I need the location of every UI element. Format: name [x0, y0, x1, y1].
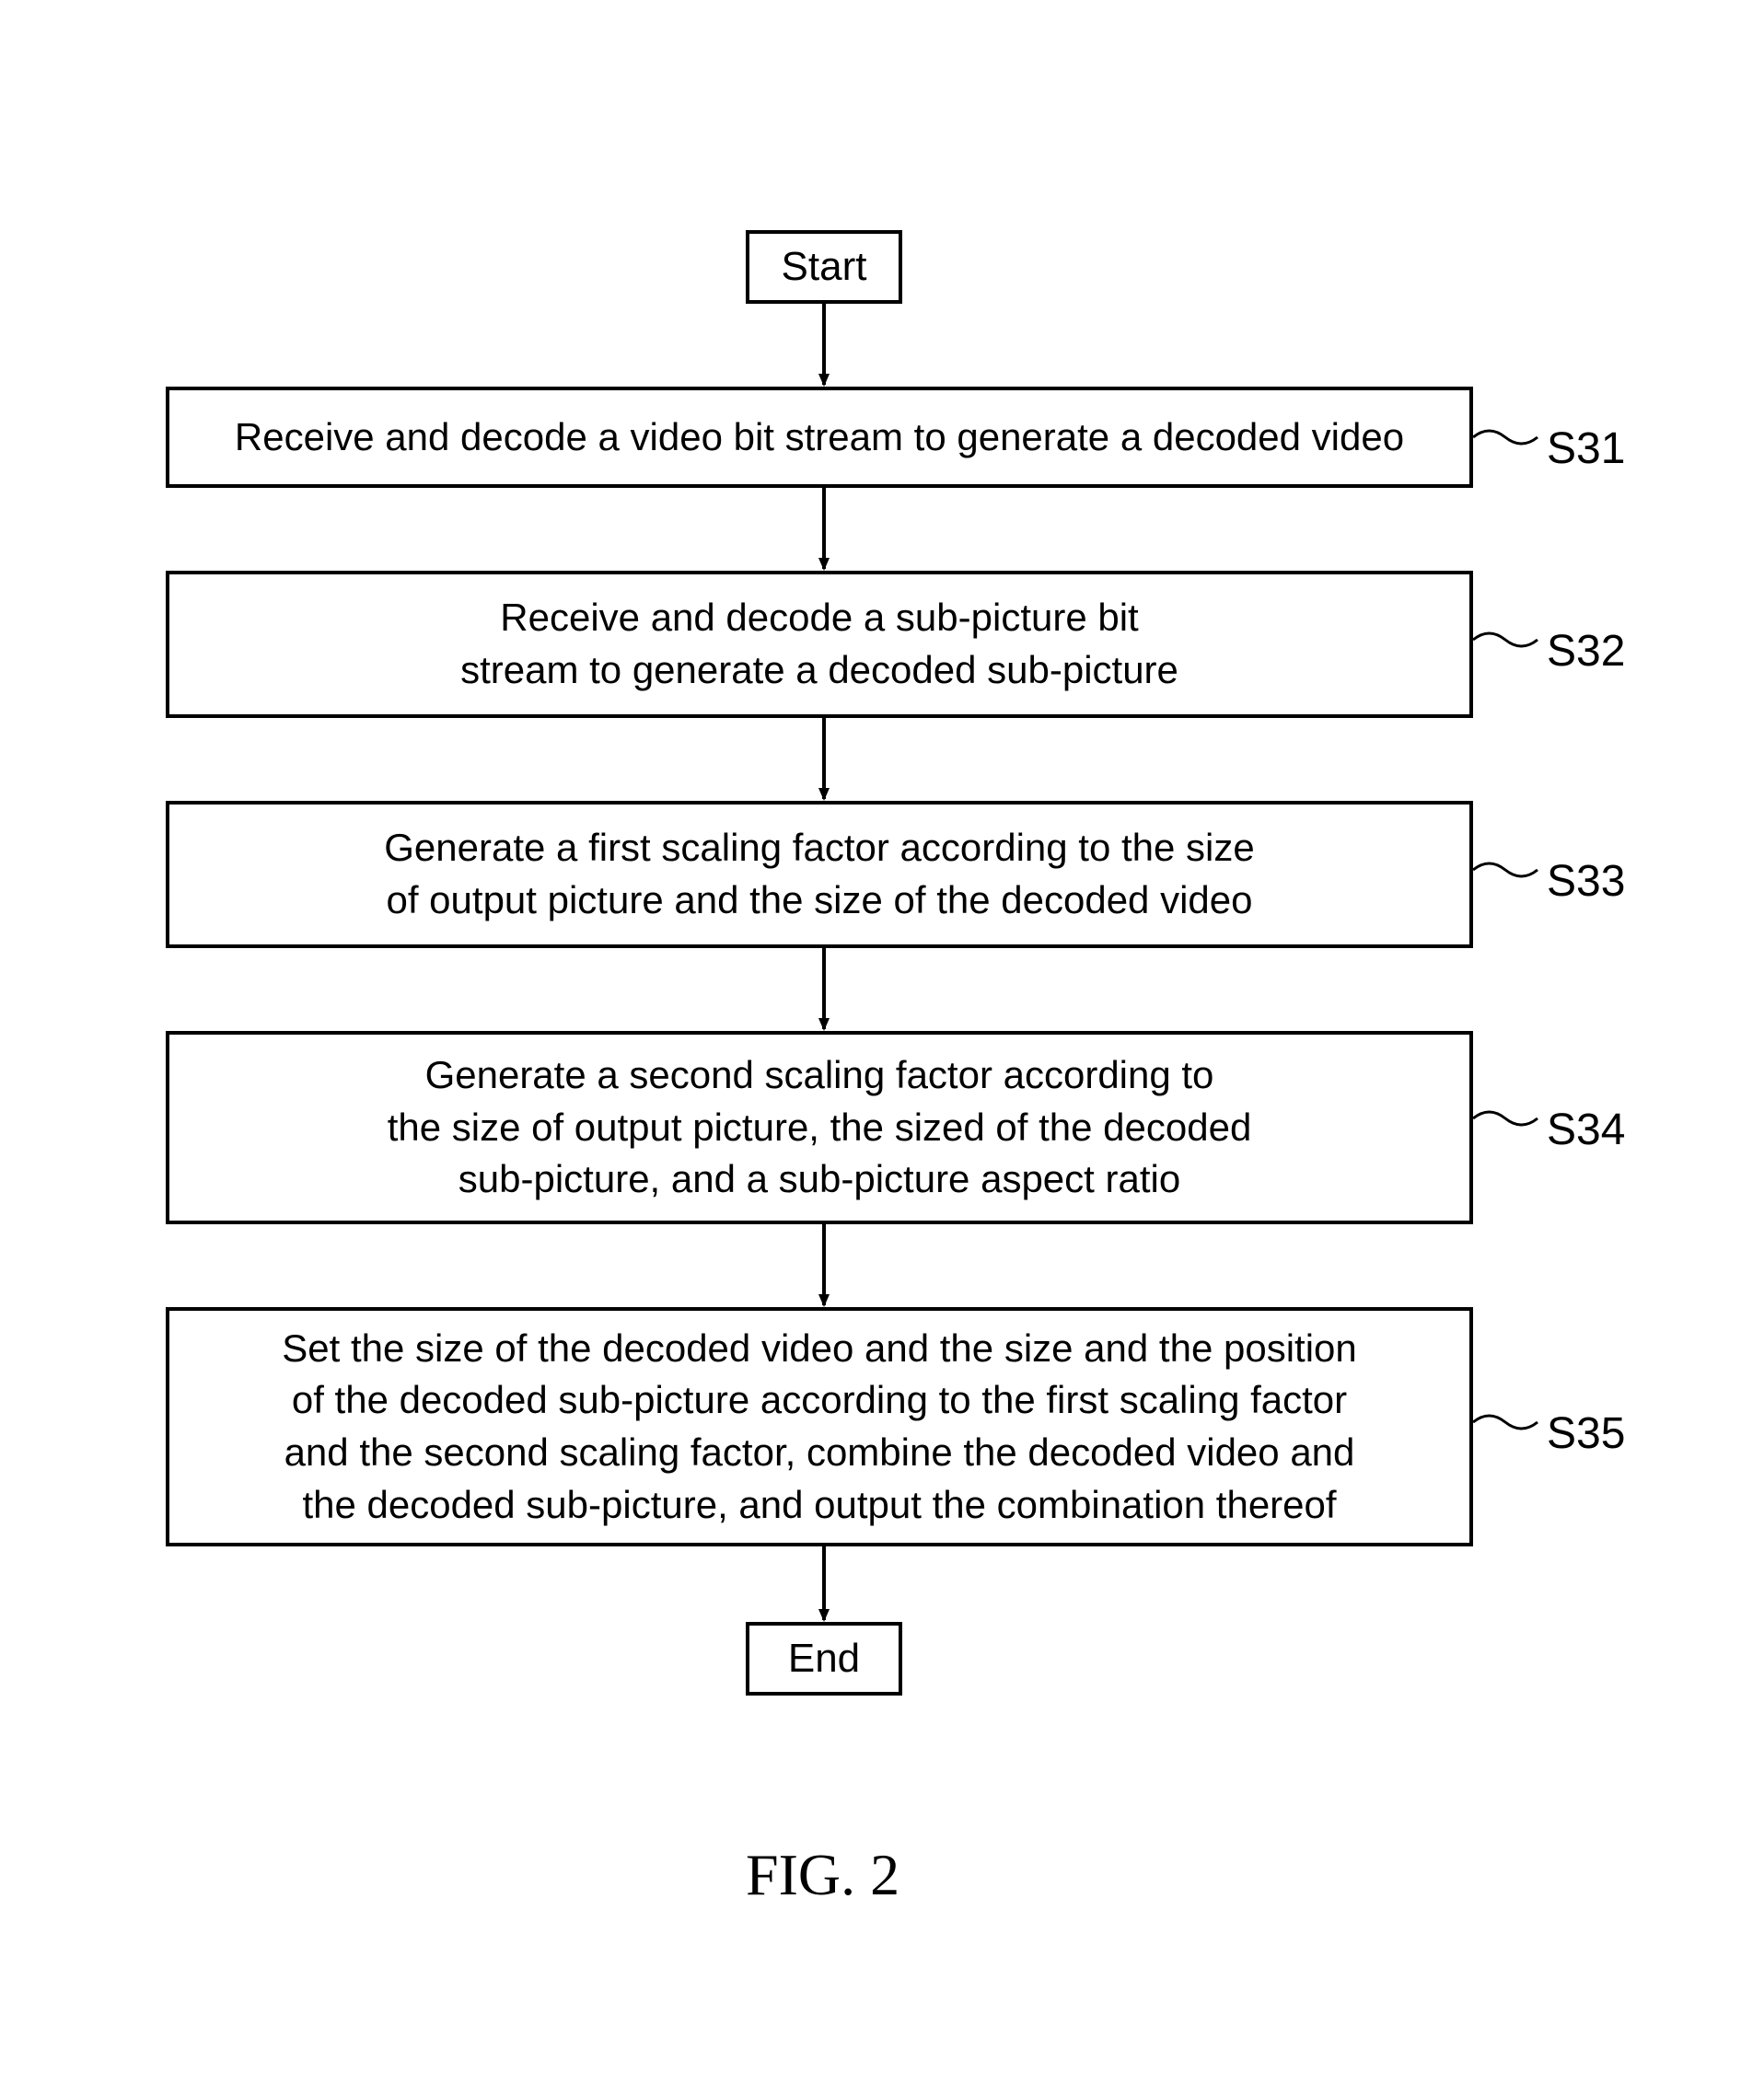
- step-text-line: Set the size of the decoded video and th…: [282, 1323, 1357, 1375]
- step-text-line: stream to generate a decoded sub-picture: [460, 644, 1178, 697]
- step-box-s31: Receive and decode a video bit stream to…: [166, 387, 1473, 488]
- step-text-line: and the second scaling factor, combine t…: [284, 1427, 1355, 1479]
- label-connector: [1473, 1112, 1538, 1125]
- step-text-line: Receive and decode a sub-picture bit: [500, 592, 1138, 644]
- step-label-s34: S34: [1547, 1105, 1625, 1155]
- step-text-line: the decoded sub-picture, and output the …: [302, 1479, 1336, 1532]
- step-text-line: sub-picture, and a sub-picture aspect ra…: [458, 1153, 1180, 1206]
- step-text-line: Generate a first scaling factor accordin…: [384, 822, 1254, 874]
- figure-caption-text: FIG. 2: [746, 1842, 899, 1907]
- label-connector: [1473, 633, 1538, 646]
- step-box-s33: Generate a first scaling factor accordin…: [166, 801, 1473, 948]
- flowchart-canvas: Start Receive and decode a video bit str…: [0, 0, 1764, 2084]
- step-text-line: Generate a second scaling factor accordi…: [425, 1049, 1214, 1102]
- step-label-s35: S35: [1547, 1408, 1625, 1459]
- step-box-s32: Receive and decode a sub-picture bitstre…: [166, 571, 1473, 718]
- step-label-s32: S32: [1547, 626, 1625, 677]
- step-text-line: the size of output picture, the sized of…: [388, 1102, 1252, 1154]
- label-connector: [1473, 431, 1538, 444]
- label-connector: [1473, 863, 1538, 876]
- start-label: Start: [782, 239, 867, 294]
- step-box-s34: Generate a second scaling factor accordi…: [166, 1031, 1473, 1224]
- step-label-s31: S31: [1547, 423, 1625, 474]
- start-box: Start: [746, 230, 902, 304]
- figure-caption: FIG. 2: [746, 1841, 899, 1909]
- end-box: End: [746, 1622, 902, 1696]
- step-label-s33: S33: [1547, 856, 1625, 907]
- step-text-line: Receive and decode a video bit stream to…: [235, 411, 1404, 464]
- step-text-line: of the decoded sub-picture according to …: [292, 1374, 1347, 1427]
- step-text-line: of output picture and the size of the de…: [386, 874, 1252, 927]
- step-box-s35: Set the size of the decoded video and th…: [166, 1307, 1473, 1546]
- label-connector: [1473, 1416, 1538, 1429]
- end-label: End: [788, 1631, 860, 1685]
